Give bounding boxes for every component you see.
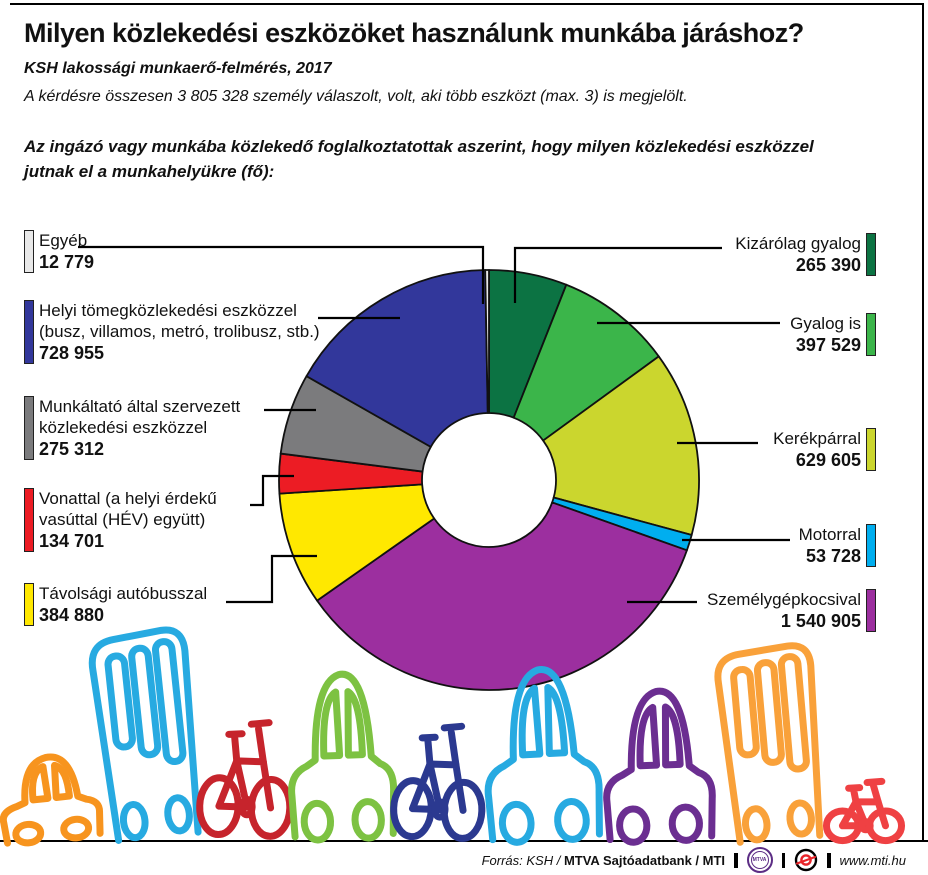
lead-text: Az ingázó vagy munkába közlekedő foglalk…	[24, 134, 814, 184]
lead-line-2: jutnak el a munkahelyükre (fő):	[24, 162, 275, 181]
pie-segment-szem-lyg-pkocsival	[316, 501, 688, 691]
color-swatch	[866, 524, 876, 567]
legend-block-munk-ltat-ltal-szervezett-k-zl: Munkáltató által szervezett közlekedési e…	[24, 396, 240, 460]
legend-text: Távolsági autóbusszal 384 880	[39, 583, 207, 626]
source-prefix: Forrás: KSH /	[481, 852, 561, 868]
legend-text: Kerékpárral 629 605	[773, 428, 861, 471]
pie-segment-egy-b	[484, 269, 490, 414]
subtitle: KSH lakossági munkaerő-felmérés, 2017	[24, 60, 332, 77]
legend-label-line: Kizárólag gyalog	[735, 234, 861, 253]
legend-value: 397 529	[795, 335, 861, 355]
legend-value: 134 701	[39, 531, 105, 551]
legend-label-line: (busz, villamos, metró, trolibusz, stb.)	[39, 322, 320, 341]
legend-label-line: Helyi tömegközlekedési eszközzel	[39, 301, 297, 320]
legend-label-line: Munkáltató által szervezett	[39, 397, 241, 416]
legend-text: Vonattal (a helyi érdekű vasúttal (HÉV) e…	[39, 488, 217, 552]
legend-text: Kizárólag gyalog 265 390	[735, 233, 861, 276]
frame-right	[922, 3, 924, 841]
color-swatch	[24, 300, 34, 364]
mtva-logo-icon: MTVA	[746, 847, 773, 873]
legend-block-motorral: Motorral 53 728	[799, 524, 876, 567]
survey-note: A kérdésre összesen 3 805 328 személy vá…	[24, 88, 688, 105]
legend-text: Gyalog is 397 529	[790, 313, 861, 356]
legend-block-szem-lyg-pkocsival: Személygépkocsival 1 540 905	[707, 589, 876, 632]
legend-value: 265 390	[795, 255, 861, 275]
legend-text: Munkáltató által szervezett közlekedési e…	[39, 396, 240, 460]
color-swatch	[24, 230, 34, 273]
legend-text: Motorral 53 728	[799, 524, 861, 567]
pie-segment-helyi-t-megk-zleked-si-eszk-zz	[305, 269, 489, 448]
legend-value: 629 605	[795, 450, 861, 470]
donut-chart	[278, 269, 700, 691]
legend-block-ker-kp-rral: Kerékpárral 629 605	[773, 428, 876, 471]
mtva-logo-text: MTVA	[750, 851, 769, 869]
color-swatch	[24, 488, 34, 552]
color-swatch	[24, 396, 34, 460]
color-swatch	[866, 428, 876, 471]
legend-value: 1 540 905	[780, 611, 861, 631]
source-text: Forrás: KSH / MTVA Sajtóadatbank / MTI	[482, 853, 725, 868]
lead-line-1: Az ingázó vagy munkába közlekedő foglalk…	[24, 137, 814, 156]
legend-block-vonattal-a-helyi-rdek-vas-ttal: Vonattal (a helyi érdekű vasúttal (HÉV) e…	[24, 488, 217, 552]
pie-segment-ker-kp-rral	[542, 355, 700, 536]
legend-block-t-vols-gi-aut-busszal: Távolsági autóbusszal 384 880	[24, 583, 207, 626]
legend-value: 728 955	[39, 343, 105, 363]
legend-text: Helyi tömegközlekedési eszközzel (busz, v…	[39, 300, 320, 364]
frame-top	[10, 3, 924, 5]
legend-value: 53 728	[805, 546, 861, 566]
color-swatch	[866, 233, 876, 276]
legend-label-line: Egyéb	[39, 231, 88, 250]
callout-line	[78, 245, 485, 304]
page-title: Milyen közlekedési eszközöket használunk…	[24, 18, 804, 48]
color-swatch	[866, 589, 876, 632]
legend-label-line: Gyalog is	[790, 314, 861, 333]
mti-logo-icon	[794, 848, 818, 872]
separator-bar	[734, 852, 738, 868]
legend-label-line: Távolsági autóbusszal	[39, 584, 208, 603]
legend-block-egy-b: Egyéb 12 779	[24, 230, 94, 273]
legend-value: 12 779	[39, 252, 95, 272]
legend-label-line: vasúttal (HÉV) együtt)	[39, 510, 206, 529]
legend-label-line: Kerékpárral	[773, 429, 861, 448]
legend-text: Egyéb 12 779	[39, 230, 94, 273]
legend-label-line: közlekedési eszközzel	[39, 418, 208, 437]
legend-value: 384 880	[39, 605, 105, 625]
callout-line	[250, 474, 294, 507]
legend-block-kiz-r-lag-gyalog: Kizárólag gyalog 265 390	[735, 233, 876, 276]
separator-bar	[827, 852, 831, 868]
callout-line	[226, 554, 317, 604]
legend-value: 275 312	[39, 439, 105, 459]
color-swatch	[866, 313, 876, 356]
legend-text: Személygépkocsival 1 540 905	[707, 589, 861, 632]
legend-label-line: Vonattal (a helyi érdekű	[39, 489, 217, 508]
callout-line	[513, 246, 722, 303]
color-swatch	[24, 583, 34, 626]
legend-block-helyi-t-megk-zleked-si-eszk-zz: Helyi tömegközlekedési eszközzel (busz, v…	[24, 300, 320, 364]
separator-bar	[781, 852, 786, 868]
source-agencies: MTVA Sajtóadatbank / MTI	[563, 852, 726, 868]
legend-block-gyalog-is: Gyalog is 397 529	[790, 313, 876, 356]
legend-label-line: Személygépkocsival	[706, 590, 861, 609]
legend-label-line: Motorral	[798, 525, 861, 544]
website-text: www.mti.hu	[839, 852, 906, 868]
footer: Forrás: KSH / MTVA Sajtóadatbank / MTI M…	[482, 847, 906, 873]
